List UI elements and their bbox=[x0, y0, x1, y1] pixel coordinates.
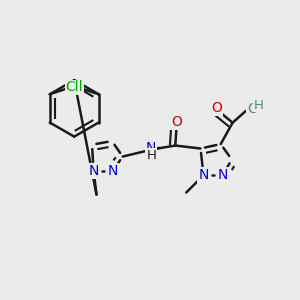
Text: O: O bbox=[247, 102, 258, 116]
Text: N: N bbox=[146, 141, 156, 155]
Text: O: O bbox=[211, 101, 222, 115]
Text: N: N bbox=[108, 164, 118, 178]
Text: N: N bbox=[218, 168, 228, 182]
Text: N: N bbox=[88, 164, 99, 178]
Text: Cl: Cl bbox=[69, 80, 83, 94]
Text: H: H bbox=[254, 99, 263, 112]
Text: H: H bbox=[146, 148, 156, 162]
Text: Cl: Cl bbox=[65, 80, 79, 94]
Text: N: N bbox=[198, 168, 209, 182]
Text: O: O bbox=[171, 115, 182, 129]
